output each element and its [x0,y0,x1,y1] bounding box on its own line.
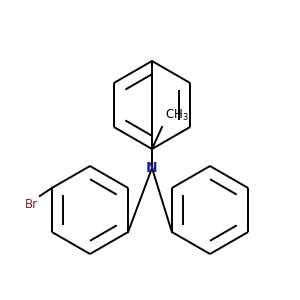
Text: N: N [146,161,158,175]
Text: Br: Br [25,198,38,211]
Text: CH$_3$: CH$_3$ [165,108,189,123]
